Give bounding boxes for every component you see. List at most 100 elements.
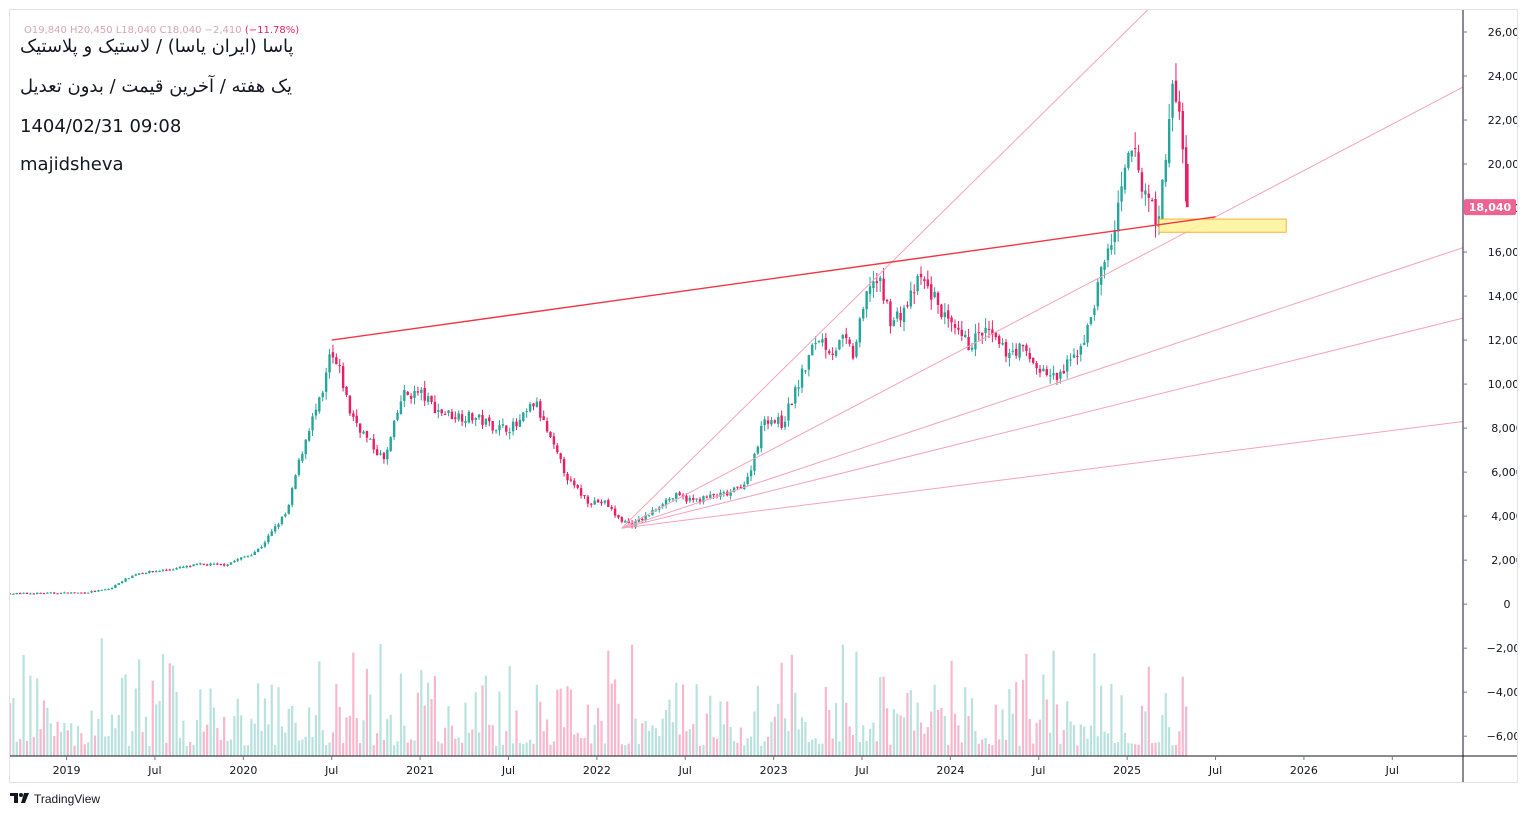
volume-bar [1052, 650, 1055, 756]
candle-body [896, 311, 899, 319]
volume-bar [325, 745, 328, 756]
candle-body [114, 584, 117, 588]
candle-body [607, 500, 610, 508]
volume-bar [617, 703, 620, 756]
volume-bar [206, 724, 209, 756]
candle-body [647, 515, 651, 517]
candle-body [862, 308, 865, 319]
ohlc-readout: O19,840 H20,450 L18,040 C18,040 −2,410 (… [24, 25, 299, 36]
volume-bar [39, 729, 42, 756]
candle-body [437, 410, 440, 412]
volume-bar [406, 742, 409, 756]
candle-body [770, 420, 773, 425]
candle-body [566, 473, 569, 481]
time-tick-label: Jul [678, 764, 692, 777]
volume-bar [32, 737, 35, 756]
volume-bar [474, 692, 477, 756]
candle-body [205, 564, 209, 566]
volume-bar [138, 659, 141, 756]
symbol-subtitle: یک هفته / آخرین قیمت / بدون تعدیل [20, 76, 293, 97]
volume-bar [1018, 745, 1021, 756]
candle-body [491, 421, 494, 431]
volume-bar [464, 702, 467, 756]
candle-body [389, 437, 392, 451]
volume-bar [545, 719, 549, 756]
volume-bar [335, 684, 338, 756]
volume-bar [879, 677, 882, 756]
candle-body [229, 562, 233, 565]
candle-body [97, 590, 100, 592]
candle-body [576, 484, 579, 488]
volume-bar [681, 684, 685, 756]
volume-bar [508, 666, 511, 756]
time-tick-label: 2019 [53, 764, 81, 777]
candle-body [1079, 346, 1082, 355]
fan-ray [621, 86, 1464, 529]
candle-body [168, 569, 171, 571]
candle-body [1167, 119, 1171, 164]
volume-bar [518, 743, 521, 756]
volume-bar [1127, 743, 1130, 756]
volume-bar [505, 731, 508, 756]
volume-bar [243, 745, 246, 756]
candle-body [66, 592, 69, 594]
candle-body [865, 291, 868, 310]
drawings[interactable] [331, 10, 1464, 529]
volume-bar [124, 674, 127, 756]
brand[interactable]: TradingView [10, 792, 100, 806]
candle-body [1103, 262, 1106, 270]
candle-body [1174, 80, 1178, 102]
candle-body [42, 593, 46, 595]
candle-body [1123, 167, 1127, 190]
volume-bar [189, 741, 192, 756]
candle-body [535, 401, 539, 408]
volume-bar [209, 688, 212, 756]
candle-body [641, 519, 644, 521]
candle-body [879, 277, 882, 282]
candle-body [212, 563, 216, 565]
volume-bar [403, 725, 406, 756]
candle-body [1140, 172, 1144, 192]
volume-bar [297, 740, 301, 756]
time-tick-label: 2022 [583, 764, 611, 777]
volume-bar [1028, 719, 1031, 756]
chart-plot[interactable]: 26,00024,00022,00020,00018,00016,00014,0… [10, 10, 1517, 782]
candle-body [617, 515, 620, 518]
candle-body [729, 492, 732, 496]
volume-bar [161, 654, 165, 756]
volume-bar [226, 740, 229, 756]
candle-body [110, 587, 114, 590]
volume-bar [399, 673, 403, 756]
candle-body [671, 498, 675, 500]
volume-bar [233, 716, 236, 756]
candle-body [1110, 245, 1113, 250]
volume-bar [593, 724, 596, 756]
chart-frame[interactable]: 26,00024,00022,00020,00018,00016,00014,0… [9, 9, 1518, 783]
candle-body [586, 496, 590, 504]
candle-body [794, 387, 797, 404]
candle-body [1106, 248, 1110, 261]
candle-body [1137, 152, 1140, 171]
candle-body [977, 332, 981, 334]
volume-bar [240, 715, 243, 756]
time-tick-label: Jul [324, 764, 338, 777]
candle-body [1161, 179, 1164, 220]
volume-bar [270, 684, 273, 756]
volume-bar [46, 707, 49, 756]
candle-body [501, 424, 505, 426]
volume-bar [104, 736, 107, 756]
candle-body [52, 592, 56, 594]
candle-body [1116, 202, 1120, 232]
candle-body [324, 372, 328, 392]
candle-body [32, 593, 35, 595]
candle-body [746, 476, 749, 485]
candle-body [736, 486, 739, 488]
candle-body [443, 413, 447, 415]
volume-bar [838, 741, 841, 756]
volume-bar [1110, 683, 1113, 756]
candle-body [426, 396, 430, 402]
price-tick-label: 10,000 [1488, 378, 1517, 391]
candle-body [967, 336, 970, 351]
volume-bar [192, 744, 195, 756]
candle-body [192, 564, 195, 567]
